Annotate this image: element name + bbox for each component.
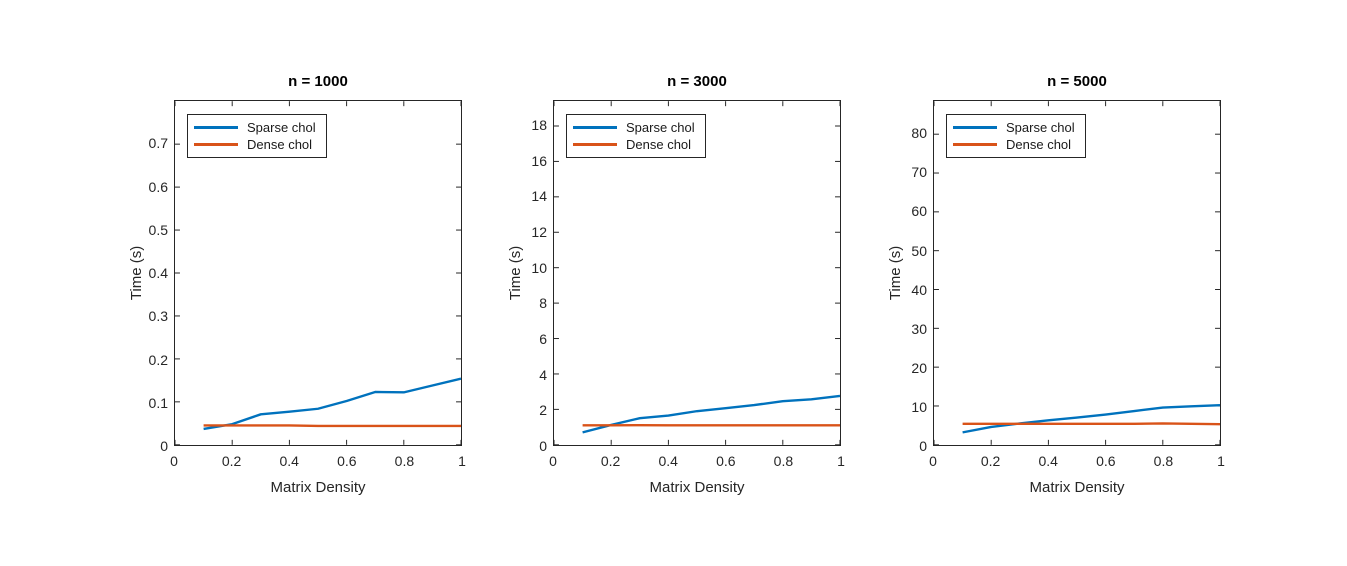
plot-canvas [175,101,461,445]
plot-canvas [554,101,840,445]
y-tick-label: 18 [531,116,547,133]
y-tick-label: 0.5 [148,221,168,238]
y-tick-label: 20 [911,359,927,376]
legend-entry: Sparse chol [194,119,316,136]
x-tick-label: 0.2 [600,453,621,469]
y-tick-label: 0.3 [148,308,168,325]
y-tick-label: 80 [911,125,927,142]
y-tick-label: 12 [531,223,547,240]
y-tick-label: 60 [911,203,927,220]
y-tick-label: 8 [539,295,547,312]
legend-line-swatch [953,126,997,129]
legend-label: Sparse chol [1006,120,1075,135]
legend-line-swatch [573,143,617,146]
legend-label: Dense chol [247,137,313,152]
plot-area: Sparse chol Dense chol [933,100,1221,446]
plot-canvas [934,101,1220,445]
y-tick-label: 6 [539,330,547,347]
x-tick-label: 0.4 [658,453,678,469]
x-axis-label: Matrix Density [270,479,366,496]
legend-label: Dense chol [1006,137,1072,152]
x-tick-label: 1 [1217,453,1225,469]
plot-title: n = 1000 [288,73,348,90]
legend-entry: Sparse chol [573,119,695,136]
x-tick-label: 1 [458,453,466,469]
y-tick-label: 0.4 [148,265,168,281]
legend-label: Sparse chol [626,120,695,135]
x-tick-label: 0.8 [1153,453,1174,469]
legend-entry: Sparse chol [953,119,1075,136]
legend-line-swatch [194,143,238,146]
legend: Sparse chol Dense chol [946,114,1086,158]
plot-area: Sparse chol Dense chol [174,100,462,446]
y-tick-label: 0 [539,438,547,454]
y-tick-label: 0.2 [148,351,168,368]
y-tick-label: 10 [531,259,547,276]
x-tick-label: 0.8 [773,453,794,469]
subplot-n-1000: n = 1000 Time (s) Sparse chol Dense chol… [128,73,466,496]
plot-title: n = 3000 [667,73,727,90]
y-tick-label: 0.1 [148,394,168,411]
y-tick-label: 0 [160,438,168,454]
series-line-dense-chol [962,422,1220,426]
series-line-sparse-chol [203,377,461,431]
legend-entry: Dense chol [194,136,316,153]
x-tick-label: 0.4 [279,453,299,469]
legend-label: Sparse chol [247,120,316,135]
y-tick-label: 10 [911,398,927,415]
series-line-sparse-chol [582,394,840,434]
x-tick-label: 0 [549,453,557,469]
y-tick-label: 70 [911,164,927,181]
y-tick-label: 0.6 [148,178,168,195]
x-axis-label: Matrix Density [649,479,745,496]
y-tick-label: 40 [911,281,927,298]
legend-line-swatch [573,126,617,129]
y-tick-label: 4 [539,366,547,383]
x-tick-label: 0.8 [394,453,415,469]
subplot-n-3000: n = 3000 Time (s) Sparse chol Dense chol… [507,73,845,496]
legend-entry: Dense chol [573,136,695,153]
y-tick-label: 30 [911,320,927,337]
legend: Sparse chol Dense chol [566,114,706,158]
y-tick-label: 2 [539,402,547,419]
series-line-sparse-chol [962,403,1220,434]
x-tick-label: 0.2 [980,453,1001,469]
x-tick-label: 0.6 [337,453,357,469]
plot-area: Sparse chol Dense chol [553,100,841,446]
x-tick-label: 0.4 [1038,453,1058,469]
x-tick-label: 0.2 [221,453,242,469]
x-tick-label: 0.6 [1096,453,1116,469]
y-tick-label: 50 [911,242,927,259]
y-tick-label: 0.7 [148,135,168,152]
x-tick-label: 0 [929,453,937,469]
x-tick-label: 0 [170,453,178,469]
legend-line-swatch [194,126,238,129]
x-tick-label: 1 [837,453,845,469]
legend-label: Dense chol [626,137,692,152]
plot-title: n = 5000 [1047,73,1107,90]
x-tick-label: 0.6 [716,453,736,469]
legend: Sparse chol Dense chol [187,114,327,158]
y-tick-label: 16 [531,152,547,169]
y-tick-label: 0 [919,438,927,454]
x-axis-label: Matrix Density [1029,479,1125,496]
legend-line-swatch [953,143,997,146]
legend-entry: Dense chol [953,136,1075,153]
subplot-n-5000: n = 5000 Time (s) Sparse chol Dense chol… [887,73,1225,496]
y-tick-label: 14 [531,188,547,205]
